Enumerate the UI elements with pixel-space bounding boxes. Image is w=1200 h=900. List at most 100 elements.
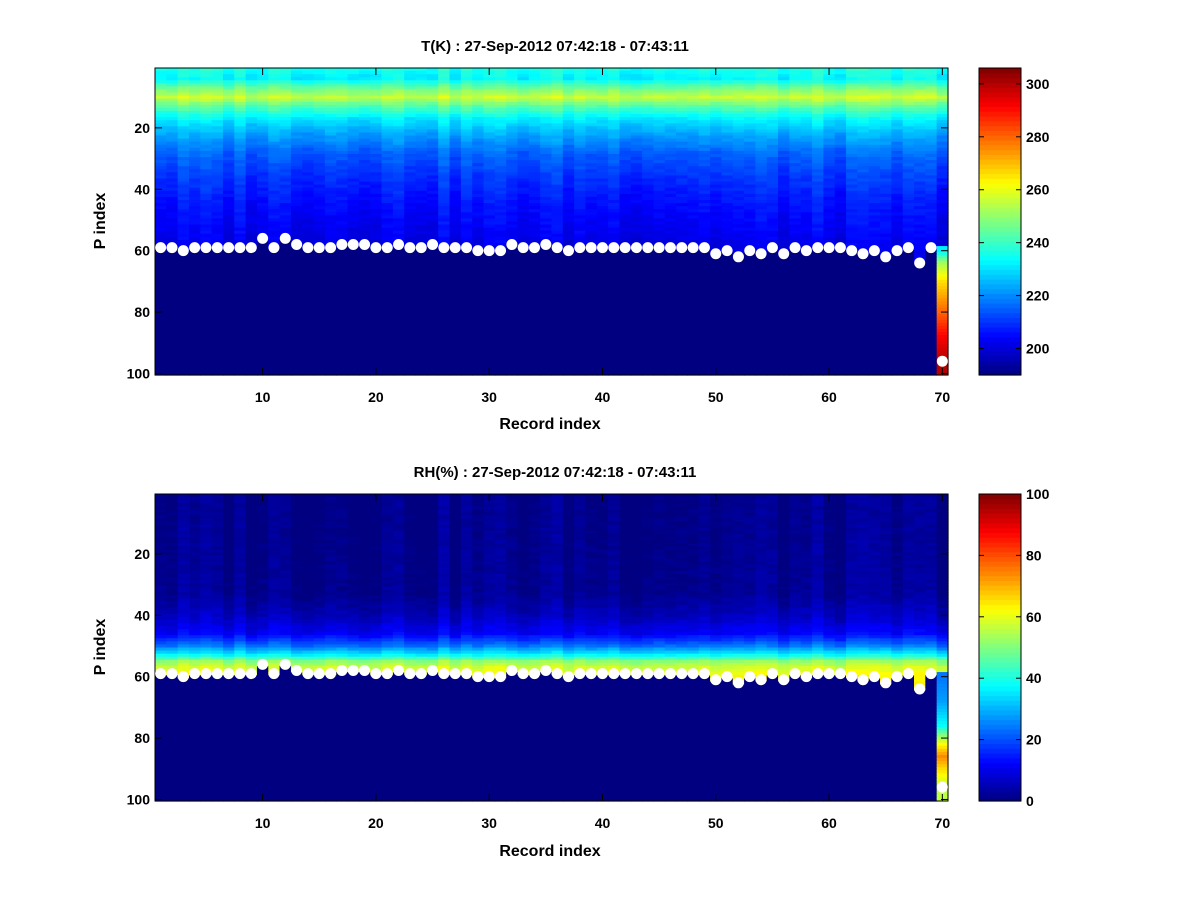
heatmap-cell — [290, 163, 303, 167]
heatmap-cell — [449, 141, 462, 146]
heatmap-cell — [483, 242, 496, 247]
heatmap-cell — [290, 166, 303, 170]
heatmap-cell — [630, 335, 643, 339]
heatmap-cell — [426, 101, 439, 106]
heatmap-cell — [449, 356, 462, 361]
heatmap-cell — [472, 218, 485, 223]
heatmap-cell — [449, 338, 462, 342]
heatmap-cell — [562, 206, 575, 210]
heatmap-cell — [302, 276, 315, 281]
heatmap-cell — [687, 107, 700, 112]
heatmap-cell — [540, 325, 553, 330]
heatmap-cell — [562, 89, 575, 94]
heatmap-cell — [234, 110, 247, 115]
heatmap-cell — [585, 252, 598, 256]
heatmap-cell — [370, 89, 383, 94]
heatmap-cell — [336, 166, 349, 170]
heatmap-cell — [438, 200, 451, 204]
heatmap-cell — [619, 267, 632, 272]
heatmap-cell — [358, 292, 371, 296]
heatmap-cell — [472, 181, 485, 186]
heatmap-cell — [562, 80, 575, 84]
heatmap-cell — [596, 129, 609, 134]
heatmap-cell — [324, 184, 337, 189]
heatmap-cell — [234, 322, 247, 327]
heatmap-cell — [653, 123, 666, 127]
heatmap-cell — [268, 267, 281, 272]
heatmap-cell — [336, 163, 349, 167]
heatmap-cell — [460, 221, 473, 226]
heatmap-cell — [313, 209, 326, 213]
heatmap-cell — [426, 190, 439, 195]
heatmap-cell — [472, 304, 485, 309]
heatmap-cell — [540, 166, 553, 170]
heatmap-cell — [347, 190, 360, 195]
heatmap-cell — [155, 276, 167, 281]
heatmap-cell — [268, 86, 281, 91]
heatmap-cell — [166, 310, 179, 315]
heatmap-cell — [370, 335, 383, 339]
heatmap-cell — [472, 365, 485, 370]
heatmap-cell — [234, 74, 247, 78]
heatmap-cell — [664, 74, 677, 78]
heatmap-cell — [426, 193, 439, 198]
heatmap-cell — [472, 95, 485, 100]
heatmap-cell — [404, 316, 417, 321]
heatmap-cell — [336, 359, 349, 364]
heatmap-cell — [268, 295, 281, 299]
heatmap-cell — [676, 279, 689, 284]
heatmap-cell — [642, 221, 655, 226]
heatmap-cell — [211, 135, 224, 140]
heatmap-cell — [449, 178, 462, 183]
heatmap-cell — [517, 184, 530, 189]
heatmap-cell — [256, 126, 269, 130]
heatmap-cell — [449, 368, 462, 373]
heatmap-cell — [313, 206, 326, 210]
heatmap-cell — [415, 270, 428, 275]
heatmap-cell — [619, 206, 632, 210]
heatmap-cell — [211, 147, 224, 152]
heatmap-cell — [449, 147, 462, 152]
heatmap-cell — [540, 347, 553, 352]
heatmap-cell — [245, 285, 258, 290]
heatmap-cell — [404, 206, 417, 210]
heatmap-cell — [324, 98, 337, 103]
heatmap-cell — [619, 141, 632, 146]
heatmap-cell — [404, 110, 417, 115]
heatmap-cell — [562, 187, 575, 192]
heatmap-cell — [370, 80, 383, 84]
heatmap-cell — [155, 332, 167, 336]
heatmap-cell — [687, 178, 700, 183]
heatmap-cell — [710, 279, 723, 284]
heatmap-cell — [392, 267, 405, 272]
heatmap-cell — [710, 196, 723, 201]
heatmap-cell — [506, 285, 519, 290]
heatmap-cell — [415, 83, 428, 88]
heatmap-cell — [290, 371, 303, 376]
heatmap-cell — [472, 332, 485, 336]
heatmap-cell — [710, 132, 723, 137]
heatmap-cell — [438, 332, 451, 336]
heatmap-cell — [676, 289, 689, 293]
heatmap-cell — [302, 264, 315, 269]
heatmap-cell — [664, 218, 677, 223]
heatmap-cell — [415, 356, 428, 361]
heatmap-cell — [676, 276, 689, 281]
heatmap-cell — [347, 157, 360, 161]
heatmap-cell — [336, 212, 349, 216]
heatmap-cell — [155, 89, 167, 94]
heatmap-cell — [234, 316, 247, 321]
heatmap-cell — [596, 206, 609, 210]
heatmap-cell — [200, 123, 213, 127]
heatmap-cell — [483, 341, 496, 345]
heatmap-cell — [596, 335, 609, 339]
heatmap-cell — [710, 98, 723, 103]
heatmap-cell — [472, 242, 485, 247]
heatmap-cell — [245, 138, 258, 143]
heatmap-cell — [698, 89, 711, 94]
heatmap-cell — [222, 322, 235, 327]
heatmap-cell — [449, 322, 462, 327]
heatmap-cell — [438, 110, 451, 115]
heatmap-cell — [358, 141, 371, 146]
heatmap-cell — [200, 107, 213, 112]
